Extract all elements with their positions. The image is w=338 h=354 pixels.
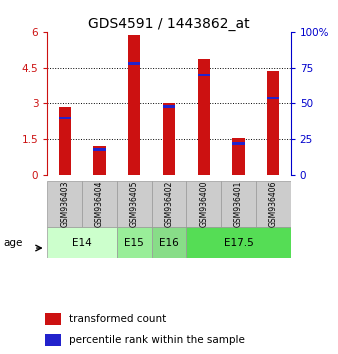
Bar: [82, 181, 117, 227]
Text: GSM936400: GSM936400: [199, 181, 208, 227]
Bar: [267, 97, 280, 99]
Text: GSM936403: GSM936403: [60, 181, 69, 227]
Bar: [233, 138, 245, 175]
Bar: [128, 35, 140, 175]
Bar: [221, 181, 256, 227]
Bar: [47, 181, 82, 227]
Bar: [163, 105, 175, 108]
Text: transformed count: transformed count: [69, 314, 166, 324]
Bar: [58, 107, 71, 175]
Text: GSM936401: GSM936401: [234, 181, 243, 227]
Bar: [45, 313, 61, 325]
Text: GSM936402: GSM936402: [165, 181, 173, 227]
Bar: [186, 227, 291, 258]
Text: E14: E14: [72, 238, 92, 248]
Bar: [117, 227, 152, 258]
Title: GDS4591 / 1443862_at: GDS4591 / 1443862_at: [88, 17, 250, 31]
Text: E17.5: E17.5: [224, 238, 254, 248]
Text: age: age: [3, 238, 23, 248]
Bar: [198, 59, 210, 175]
Bar: [117, 181, 152, 227]
Text: GSM936404: GSM936404: [95, 181, 104, 227]
Bar: [93, 148, 105, 150]
Bar: [152, 181, 186, 227]
Text: percentile rank within the sample: percentile rank within the sample: [69, 335, 245, 345]
Bar: [198, 74, 210, 76]
Bar: [93, 147, 105, 175]
Bar: [267, 71, 280, 175]
Bar: [58, 116, 71, 119]
Bar: [256, 181, 291, 227]
Text: E16: E16: [159, 238, 179, 248]
Bar: [128, 62, 140, 64]
Text: GSM936405: GSM936405: [130, 181, 139, 227]
Bar: [163, 103, 175, 175]
Bar: [47, 227, 117, 258]
Bar: [152, 227, 186, 258]
Text: E15: E15: [124, 238, 144, 248]
Text: GSM936406: GSM936406: [269, 181, 278, 227]
Bar: [233, 142, 245, 145]
Bar: [186, 181, 221, 227]
Bar: [45, 334, 61, 346]
